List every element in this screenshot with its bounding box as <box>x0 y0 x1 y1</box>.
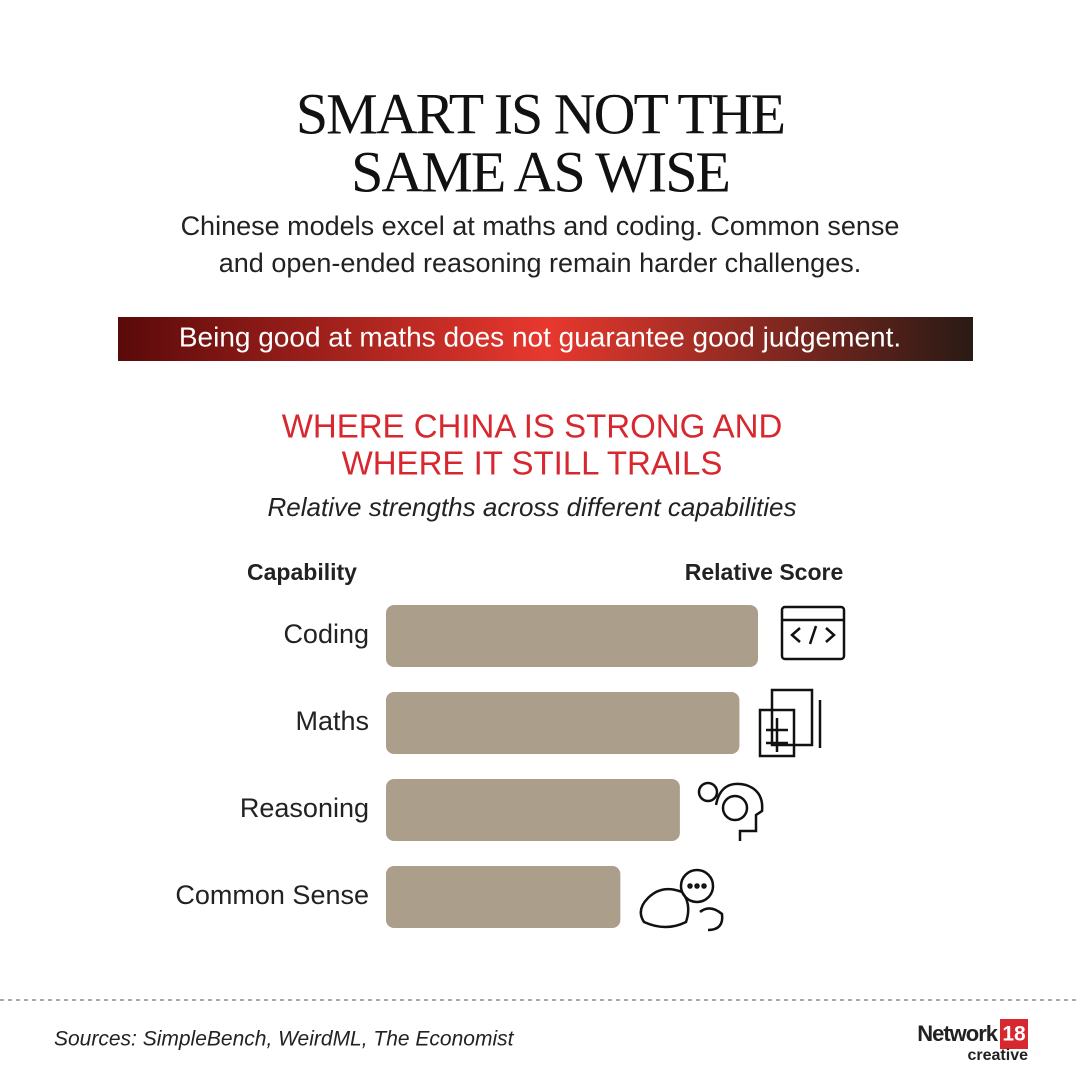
sources: Sources: SimpleBench, WeirdML, The Econo… <box>54 1028 515 1051</box>
category-label: Maths <box>295 706 369 736</box>
callout: Being good at maths does not guarantee g… <box>179 321 901 352</box>
category-label: Common Sense <box>175 880 369 910</box>
chart-title: WHERE CHINA IS STRONG AND <box>282 408 783 445</box>
column-header: Relative Score <box>685 559 844 585</box>
bar <box>386 866 621 928</box>
category-label: Coding <box>283 619 369 649</box>
chart-title: WHERE IT STILL TRAILS <box>342 445 723 482</box>
title-line: SAME AS WISE <box>351 139 729 204</box>
bar <box>386 692 740 754</box>
category-label: Reasoning <box>240 793 369 823</box>
bar <box>386 779 680 841</box>
subtitle-line: Chinese models excel at maths and coding… <box>181 211 900 241</box>
column-header: Capability <box>247 559 357 585</box>
bars: Coding Maths Reasoning Common Sense <box>175 605 758 928</box>
code-icon <box>780 605 846 661</box>
logo-tag: creative <box>968 1047 1029 1064</box>
logo-number: 18 <box>1002 1023 1026 1046</box>
icons <box>639 605 846 932</box>
maths-icon <box>758 688 822 758</box>
logo-box <box>1000 1019 1028 1049</box>
common-sense-icon <box>639 868 724 932</box>
bar <box>386 605 758 667</box>
chart-subtitle: Relative strengths across different capa… <box>268 492 797 522</box>
logo-name: Network <box>917 1021 999 1046</box>
reasoning-icon <box>697 781 764 841</box>
callout-band <box>118 317 973 361</box>
title-line: SMART IS NOT THE <box>296 81 784 146</box>
subtitle-line: and open-ended reasoning remain harder c… <box>219 248 861 278</box>
